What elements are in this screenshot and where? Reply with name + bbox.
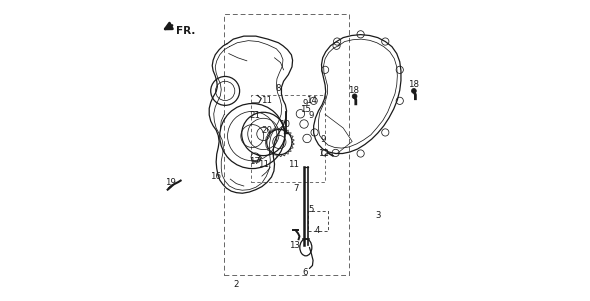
Circle shape bbox=[411, 88, 417, 93]
Text: 18: 18 bbox=[408, 80, 419, 89]
Text: 3: 3 bbox=[375, 211, 381, 220]
Text: 9: 9 bbox=[303, 99, 308, 108]
Text: 12: 12 bbox=[318, 149, 329, 158]
Text: 9: 9 bbox=[321, 135, 326, 144]
Text: 16: 16 bbox=[209, 172, 221, 181]
Text: 9: 9 bbox=[309, 111, 314, 120]
Text: 8: 8 bbox=[276, 84, 281, 93]
Text: 20: 20 bbox=[261, 126, 272, 135]
Text: 6: 6 bbox=[303, 268, 309, 277]
Text: 11: 11 bbox=[258, 160, 269, 169]
Text: FR.: FR. bbox=[176, 26, 195, 36]
Text: 14: 14 bbox=[306, 96, 317, 105]
Text: 13: 13 bbox=[289, 241, 300, 250]
Bar bbox=[251, 95, 325, 182]
Text: 21: 21 bbox=[249, 111, 260, 120]
Text: 7: 7 bbox=[294, 184, 299, 193]
Bar bbox=[224, 14, 349, 275]
Text: 15: 15 bbox=[300, 105, 311, 114]
Circle shape bbox=[352, 94, 357, 99]
Text: 10: 10 bbox=[279, 120, 290, 129]
Text: 2: 2 bbox=[234, 280, 239, 289]
Text: 4: 4 bbox=[315, 226, 320, 235]
Text: 5: 5 bbox=[309, 205, 314, 214]
Text: 18: 18 bbox=[348, 86, 359, 95]
Text: 11: 11 bbox=[261, 96, 272, 105]
Text: 17: 17 bbox=[249, 157, 260, 166]
Text: 11: 11 bbox=[288, 160, 299, 169]
Text: 19: 19 bbox=[165, 178, 175, 187]
